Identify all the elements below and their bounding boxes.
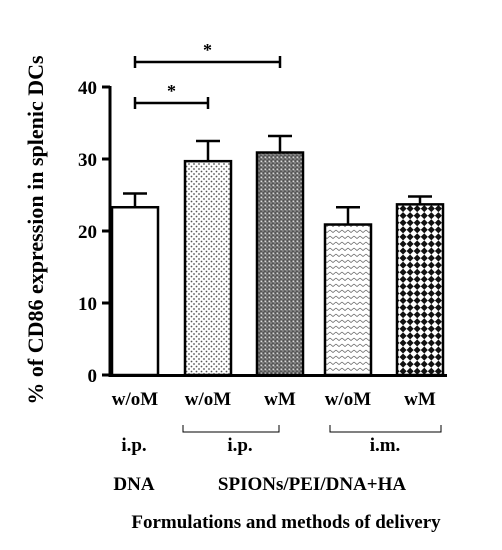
route-label-ip-dna: i.p. xyxy=(121,435,146,456)
x-tick-label: wM xyxy=(404,389,436,410)
route-label-im: i.m. xyxy=(370,435,401,456)
route-label-ip-spions: i.p. xyxy=(227,435,252,456)
x-tick-label: wM xyxy=(264,389,296,410)
significance-brackets: ** xyxy=(133,40,282,109)
significance-star: * xyxy=(203,40,212,60)
x-tick-label: w/oM xyxy=(112,389,159,410)
group-label-spions: SPIONs/PEI/DNA+HA xyxy=(218,474,406,495)
y-tick-label: 40 xyxy=(78,78,97,99)
y-ticks: 0 10 20 30 40 xyxy=(78,78,110,387)
y-tick-label: 20 xyxy=(78,222,97,243)
significance-star: * xyxy=(167,81,176,101)
group-label-dna: DNA xyxy=(113,474,154,495)
y-axis-title: % of CD86 expression in splenic DCs xyxy=(23,55,48,405)
x-tick-labels: w/oM w/oM wM w/oM wM xyxy=(112,389,436,410)
x-tick-label: w/oM xyxy=(185,389,232,410)
y-tick-label: 10 xyxy=(78,294,97,315)
x-axis-title: Formulations and methods of delivery xyxy=(131,512,441,533)
bar xyxy=(183,159,233,377)
y-tick-label: 0 xyxy=(88,366,98,387)
route-bracket-im xyxy=(329,425,442,433)
error-bars xyxy=(123,134,432,225)
bar xyxy=(110,205,160,377)
x-tick-label: w/oM xyxy=(325,389,372,410)
bar xyxy=(255,151,305,377)
bars xyxy=(110,151,445,377)
y-tick-label: 30 xyxy=(78,150,97,171)
bar xyxy=(395,203,445,377)
bar xyxy=(323,223,373,377)
route-bracket-ip xyxy=(182,425,280,433)
